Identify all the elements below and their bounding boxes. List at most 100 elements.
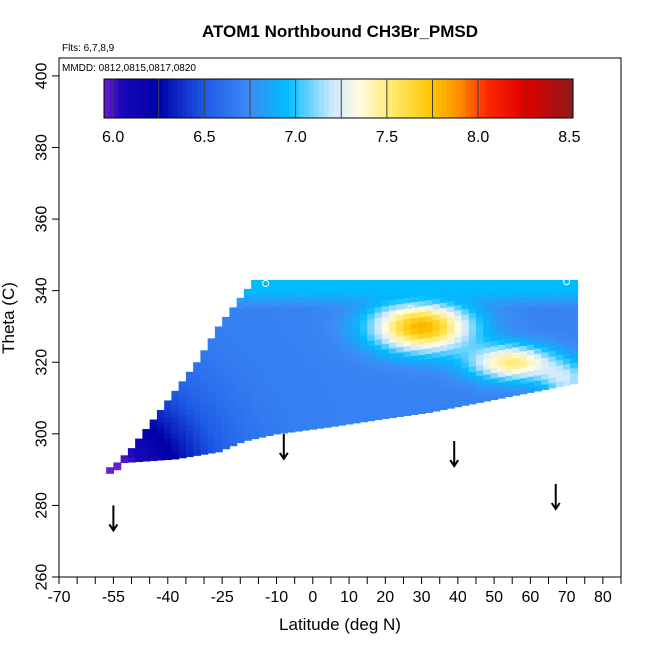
heatmap-cell [272, 406, 281, 413]
heatmap-cell [555, 349, 564, 355]
heatmap-cell [490, 356, 499, 363]
colorbar-cell [343, 79, 349, 118]
heatmap-cell [330, 279, 339, 282]
heatmap-cell [294, 323, 303, 330]
heatmap-cell [258, 308, 267, 315]
heatmap-cell [280, 395, 289, 402]
heatmap-cell [164, 405, 172, 412]
colorbar-cell [445, 79, 452, 118]
heatmap-cell [446, 295, 455, 302]
heatmap-cell [185, 371, 194, 377]
heatmap-cell [236, 367, 245, 374]
heatmap-cell [454, 379, 463, 386]
heatmap-cell [439, 388, 448, 394]
heatmap-cell [251, 347, 260, 354]
heatmap-cell [280, 368, 289, 375]
heatmap-cell [555, 300, 564, 307]
heatmap-cell [309, 380, 318, 387]
heatmap-cell [236, 415, 245, 422]
heatmap-cell [171, 453, 180, 460]
heatmap-cell [265, 403, 274, 410]
heatmap-cell [388, 395, 397, 402]
heatmap-cell [475, 289, 484, 296]
heatmap-cell [258, 318, 267, 325]
heatmap-cell [359, 341, 368, 348]
heatmap-cell [272, 283, 281, 290]
heatmap-cell [301, 317, 310, 324]
heatmap-cell [251, 433, 260, 440]
heatmap-cell [432, 373, 441, 380]
heatmap-cell [229, 424, 238, 431]
heatmap-cell [410, 344, 419, 351]
heatmap-cell [388, 299, 397, 306]
heatmap-cell [193, 423, 201, 430]
heatmap-cell [497, 328, 506, 335]
heatmap-cell [142, 429, 151, 435]
heatmap-cell [461, 383, 470, 390]
heatmap-cell [338, 301, 347, 308]
heatmap-cell [388, 310, 397, 317]
heatmap-cell [265, 279, 274, 286]
heatmap-cell [236, 399, 245, 406]
heatmap-cell [388, 358, 397, 365]
sample-marker [407, 305, 415, 313]
heatmap-cell [200, 352, 209, 359]
heatmap-cell [461, 372, 470, 379]
y-tick-label: 400 [34, 62, 51, 89]
x-tick-label: 20 [376, 589, 394, 606]
colorbar-cell [543, 79, 550, 118]
colorbar-cell [260, 79, 266, 118]
heatmap-cell [229, 348, 238, 355]
heatmap-cell [323, 309, 332, 315]
heatmap-cell [265, 419, 274, 426]
heatmap-cell [330, 420, 339, 427]
heatmap-cell [432, 279, 441, 283]
heatmap-cell [425, 364, 434, 370]
heatmap-cell [301, 370, 310, 377]
heatmap-cell [533, 304, 542, 311]
heatmap-cell [367, 279, 376, 282]
heatmap-cell [280, 293, 289, 300]
colorbar-cell [450, 79, 457, 118]
heatmap-cell [280, 373, 289, 380]
heatmap-cell [454, 342, 463, 349]
heatmap-cell [280, 282, 289, 289]
heatmap-cell [222, 362, 231, 369]
colorbar-ticks: 6.0 6.5 7.0 7.5 8.0 8.5 [102, 79, 581, 146]
heatmap-cell [381, 364, 390, 371]
heatmap-cell [562, 342, 571, 349]
heatmap-cell [388, 369, 397, 376]
heatmap-cell [272, 321, 281, 328]
x-tick-label: 60 [521, 589, 539, 606]
heatmap-cell [381, 343, 390, 350]
heatmap-cell [367, 329, 376, 336]
heatmap-cell [338, 408, 347, 415]
heatmap-cell [461, 324, 470, 331]
heatmap-cell [541, 308, 550, 315]
heatmap-cell [359, 410, 368, 417]
heatmap-cell [533, 374, 542, 381]
heatmap-cell [497, 371, 506, 378]
heatmap-cell [526, 354, 535, 361]
heatmap-cell [562, 358, 571, 365]
heatmap-cell [367, 318, 376, 325]
colorbar-cell [367, 79, 374, 118]
heatmap-cell [497, 285, 506, 292]
heatmap-cell [309, 337, 318, 344]
heatmap-cell [243, 413, 252, 420]
heatmap-cell [200, 384, 209, 391]
heatmap-cell [338, 403, 347, 410]
heatmap-cell [142, 455, 151, 462]
heatmap-cell [504, 337, 513, 344]
heatmap-cell [417, 322, 426, 329]
heatmap-cell [388, 320, 397, 327]
heatmap-cell [381, 413, 390, 420]
heatmap-cell [555, 365, 564, 372]
heatmap-cell [338, 360, 347, 367]
heatmap-cell [214, 333, 223, 340]
heatmap-cell [490, 335, 499, 342]
heatmap-cell [410, 409, 419, 415]
heatmap-cell [497, 317, 506, 324]
heatmap-cell [178, 387, 187, 394]
heatmap-cell [533, 342, 542, 349]
